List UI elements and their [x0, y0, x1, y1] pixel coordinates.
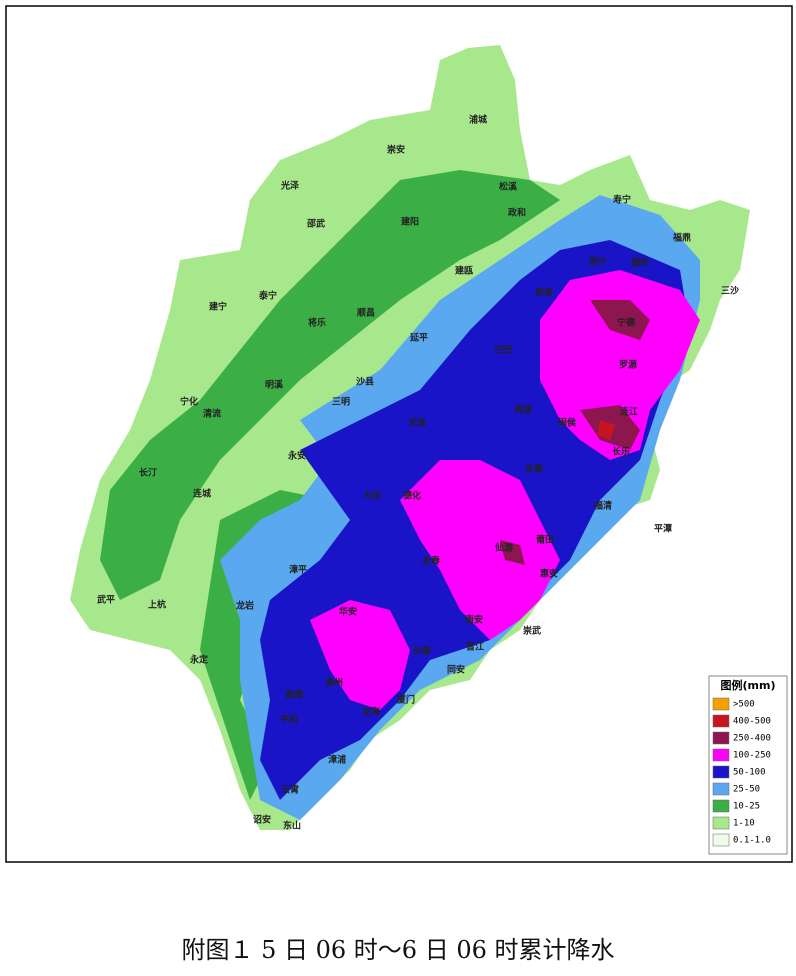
place-label: 龙海 [361, 706, 380, 718]
place-label: 清流 [203, 408, 221, 420]
legend-title: 图例(mm) [721, 678, 776, 692]
rain-zones [70, 45, 750, 830]
place-label: 三沙 [721, 286, 739, 297]
place-label: 闽侯 [558, 417, 577, 429]
place-label: 漳浦 [328, 754, 346, 766]
legend-label: 250-400 [733, 734, 771, 744]
legend-swatch [712, 714, 730, 728]
legend-label: 25-50 [733, 785, 760, 795]
place-label: 长泰 [413, 645, 432, 657]
place-label: 明溪 [265, 379, 284, 391]
legend-label: 1-10 [733, 819, 755, 829]
place-label: 龙岩 [235, 600, 254, 612]
place-label: 宁化 [180, 396, 198, 408]
place-label: 厦门 [397, 694, 415, 706]
place-label: 周宁 [589, 256, 607, 268]
place-label: 宁德 [617, 317, 635, 329]
place-label: 将乐 [308, 317, 326, 329]
place-label: 大田 [363, 490, 381, 502]
place-label: 仙游 [495, 542, 513, 554]
zone [598, 420, 615, 440]
legend-label: 50-100 [733, 768, 766, 778]
zone [400, 460, 560, 640]
legend-swatch [712, 782, 730, 796]
place-label: 政和 [508, 207, 526, 219]
place-label: 平潭 [654, 523, 672, 535]
place-label: 长乐 [612, 446, 630, 458]
legend-swatch [712, 799, 730, 813]
caption: 附图１ 5 日 06 时～6 日 06 时累计降水 [181, 936, 615, 964]
place-label: 同安 [447, 664, 465, 676]
place-label: 连城 [193, 488, 211, 500]
place-label: 漳平 [289, 564, 307, 576]
place-label: 建阳 [401, 216, 419, 228]
place-label: 德化 [403, 490, 421, 502]
place-label: 沙县 [356, 377, 374, 388]
place-label: 惠安 [540, 568, 558, 580]
place-label: 漳州 [325, 677, 343, 689]
legend-swatch [712, 748, 730, 762]
place-label: 连江 [620, 406, 638, 418]
legend: 图例(mm) >500 400-500 250-400 100-250 50-100 25… [708, 675, 788, 855]
place-label: 闽清 [514, 404, 532, 416]
legend-label: 10-25 [733, 802, 760, 812]
place-label: 延平 [409, 332, 428, 344]
place-label: 永安 [287, 450, 306, 462]
place-label: 南安 [465, 614, 483, 626]
legend-swatch [712, 816, 730, 830]
place-label: 上杭 [148, 599, 166, 611]
place-label: 永春 [421, 555, 441, 567]
place-label: 福安 [630, 257, 649, 269]
legend-label: 100-250 [733, 751, 771, 761]
place-label: 崇安 [387, 144, 405, 156]
place-label: 晋江 [466, 641, 484, 653]
place-label: 泰宁 [258, 290, 277, 302]
place-label: 平和 [280, 714, 298, 726]
place-label: 东山 [283, 820, 301, 832]
zone [540, 270, 700, 460]
place-label: 福清 [593, 500, 612, 512]
place-label: 永定 [189, 654, 209, 666]
place-label: 莆田 [536, 534, 554, 546]
place-label: 建宁 [209, 301, 227, 313]
place-label: 浦城 [469, 114, 487, 126]
place-label: 三明 [332, 397, 350, 408]
place-label: 顺昌 [357, 308, 375, 319]
legend-label: 0.1-1.0 [733, 836, 771, 846]
place-label: 屏南 [535, 287, 553, 299]
place-label: 邵武 [306, 218, 325, 230]
place-label: 罗源 [619, 359, 637, 371]
place-label: 武平 [97, 594, 115, 606]
place-label: 尤溪 [407, 417, 427, 429]
place-label: 诏安 [253, 814, 271, 826]
place-label: 永泰 [524, 463, 544, 475]
place-label: 南靖 [285, 689, 303, 701]
place-label: 光泽 [280, 180, 299, 192]
place-label: 崇武 [523, 625, 541, 637]
place-label: 长汀 [139, 467, 157, 479]
legend-label: 400-500 [733, 717, 771, 727]
legend-swatch [712, 731, 730, 745]
legend-swatch [712, 697, 730, 711]
place-label: 云霄 [281, 784, 299, 796]
zone [100, 170, 560, 600]
place-label: 福鼎 [672, 232, 691, 244]
zone [310, 600, 410, 710]
place-label: 松溪 [499, 181, 518, 193]
place-label: 建瓯 [455, 265, 473, 277]
place-label: 古田 [494, 344, 512, 356]
zone [500, 540, 525, 565]
legend-swatch [712, 765, 730, 779]
legend-swatch [712, 833, 730, 847]
zone [590, 300, 650, 340]
place-label: 寿宁 [613, 194, 631, 206]
legend-label: >500 [733, 700, 755, 710]
place-label: 华安 [339, 606, 357, 618]
